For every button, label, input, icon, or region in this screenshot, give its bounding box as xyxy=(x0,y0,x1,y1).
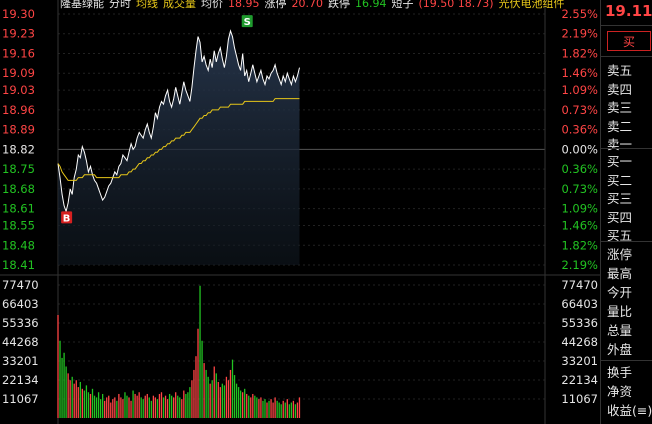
order-book-label: 卖三 xyxy=(607,100,633,115)
stat-label: 外盘 xyxy=(607,342,633,357)
chart-header: 隆基绿能 分时 均线 成交量 均价 18.95 涨停 20.70 跌停 16.9… xyxy=(60,0,565,11)
price-tick-label: 18.48 xyxy=(2,238,35,252)
volume-tick-label: 77470 xyxy=(561,278,598,292)
pct-tick-label: 2.19% xyxy=(561,258,598,272)
stat-label: 净资 xyxy=(607,384,633,399)
price-area xyxy=(58,30,300,266)
sector-name[interactable]: 光伏电池组件 xyxy=(498,0,565,10)
price-tick-label: 18.61 xyxy=(2,202,35,216)
avg-price-label: 均价 xyxy=(201,0,223,10)
volume-tick-label: 22134 xyxy=(561,373,598,387)
price-tick-label: 18.96 xyxy=(2,103,35,117)
pct-tick-label: 1.09% xyxy=(561,83,598,97)
pct-tick-label: 1.82% xyxy=(561,238,598,252)
volume-tick-label: 66403 xyxy=(561,297,598,311)
pct-tick-label: 0.00% xyxy=(561,142,598,156)
price-tick-label: 18.89 xyxy=(2,123,35,137)
volume-tick-label: 11067 xyxy=(2,392,39,406)
marker-label: S xyxy=(244,17,251,28)
quote-panel: 19.11 买 卖五 卖四 卖三 卖二 卖一 买一 买二 买三 买四 买五 涨停 最高 今开 量比 总量 外盘… xyxy=(600,0,652,424)
pct-tick-label: 0.73% xyxy=(561,182,598,196)
volume-tick-label: 55336 xyxy=(2,316,39,330)
current-price: 19.11 xyxy=(605,2,652,20)
intraday-chart[interactable]: 19.30 19.23 19.16 19.09 19.03 18.96 18.89 18.82… xyxy=(0,0,600,424)
price-tick-label: 19.03 xyxy=(2,83,35,97)
buy-marker xyxy=(61,211,73,224)
limit-up-value: 20.70 xyxy=(291,0,324,10)
limit-down-value: 16.94 xyxy=(355,0,387,10)
avg-line-label: 均线 xyxy=(136,0,158,10)
price-tick-label: 19.16 xyxy=(2,46,35,60)
avg-price-value: 18.95 xyxy=(228,0,260,10)
price-tick-label: 19.09 xyxy=(2,66,35,80)
order-book-label: 买四 xyxy=(607,209,633,225)
buy-button[interactable]: 买 xyxy=(607,31,651,51)
pct-tick-label: 2.55% xyxy=(561,7,598,21)
price-tick-label: 18.41 xyxy=(2,258,35,272)
order-book-label: 卖二 xyxy=(607,118,633,134)
stat-label: 今开 xyxy=(607,285,633,300)
mode-label[interactable]: 分时 xyxy=(109,0,131,10)
volume-tick-label: 33201 xyxy=(561,354,598,368)
price-fill xyxy=(58,30,300,266)
trade-markers: BS xyxy=(61,15,253,224)
volume-tick-label: 55336 xyxy=(561,316,598,330)
volume-tick-label: 44268 xyxy=(2,335,39,349)
price-tick-label: 18.68 xyxy=(2,182,35,196)
volume-tick-label: 33201 xyxy=(2,354,39,368)
order-book-label: 买一 xyxy=(607,154,633,169)
pct-axis-right: 2.55% 2.19% 1.82% 1.46% 1.09% 0.73% 0.36% 0.00%… xyxy=(561,7,598,406)
price-lines xyxy=(57,29,300,214)
volume-label: 成交量 xyxy=(163,0,196,10)
volume-tick-label: 77470 xyxy=(2,278,39,292)
pct-tick-label: 1.46% xyxy=(561,219,598,233)
order-book-label: 卖五 xyxy=(607,63,633,78)
price-tick-label: 19.23 xyxy=(2,27,35,41)
pct-tick-label: 1.09% xyxy=(561,202,598,216)
stat-label: 换手 xyxy=(607,365,633,380)
volume-tick-label: 44268 xyxy=(561,335,598,349)
avg-line xyxy=(57,98,300,181)
order-book-label: 买五 xyxy=(607,228,633,243)
limit-down-label: 跌停 xyxy=(328,0,350,10)
divider xyxy=(601,241,652,242)
divider xyxy=(601,25,652,26)
price-tick-label: 18.82 xyxy=(2,142,35,156)
price-tick-label: 18.75 xyxy=(2,162,35,176)
order-book-label: 卖四 xyxy=(607,81,633,97)
stat-label: 最高 xyxy=(607,266,633,281)
stat-label: 量比 xyxy=(607,304,633,319)
price-line xyxy=(57,29,300,214)
price-axis-left: 19.30 19.23 19.16 19.09 19.03 18.96 18.89 18.82… xyxy=(2,7,39,406)
sell-marker xyxy=(241,15,253,28)
limit-up-label: 涨停 xyxy=(264,0,287,10)
sector-label: 短子 xyxy=(391,0,414,10)
pct-tick-label: 0.36% xyxy=(561,123,598,137)
divider xyxy=(601,360,652,361)
price-tick-label: 18.55 xyxy=(2,219,35,233)
divider xyxy=(601,56,652,57)
stock-name: 隆基绿能 xyxy=(60,0,104,10)
volume-tick-label: 66403 xyxy=(2,297,39,311)
stat-label: 涨停 xyxy=(607,247,633,262)
order-book-label: 买二 xyxy=(607,172,633,188)
volume-tick-label: 22134 xyxy=(2,373,39,387)
pct-tick-label: 0.73% xyxy=(561,103,598,117)
sector-values: (19.50 18.73) xyxy=(418,0,494,10)
stat-label: 总量 xyxy=(607,323,633,338)
pct-tick-label: 2.19% xyxy=(561,27,598,41)
volume-bars xyxy=(57,285,301,418)
price-tick-label: 19.30 xyxy=(2,7,35,21)
pct-tick-label: 0.36% xyxy=(561,162,598,176)
pct-tick-label: 1.46% xyxy=(561,66,598,80)
divider xyxy=(601,148,652,149)
order-book-label: 买三 xyxy=(607,191,633,206)
marker-label: B xyxy=(63,213,71,224)
stat-label: 收益(≡) xyxy=(607,403,652,418)
pct-tick-label: 1.82% xyxy=(561,46,598,60)
volume-tick-label: 11067 xyxy=(561,392,598,406)
